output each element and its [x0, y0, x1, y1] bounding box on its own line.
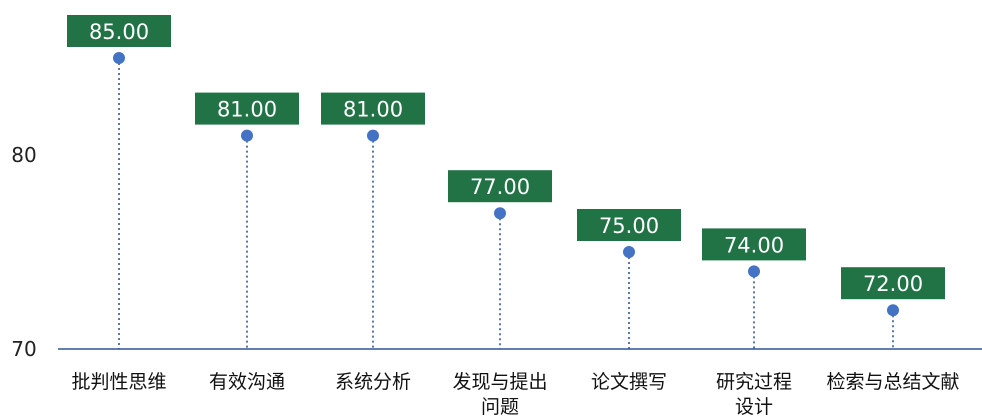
category-label: 批判性思维	[71, 371, 166, 393]
value-label: 74.00	[724, 233, 784, 257]
value-label-box	[67, 15, 171, 47]
lollipop-marker	[113, 52, 125, 64]
value-label: 81.00	[217, 98, 277, 122]
value-label: 72.00	[863, 272, 923, 296]
value-label-box	[841, 267, 945, 300]
lollipop-marker	[241, 129, 253, 142]
category-label-layer: 批判性思维 有效沟通 系统分析 发现与提出问题 论文撰写 研究过程设计 检索与总结文献	[71, 371, 959, 418]
category-label: 系统分析	[335, 371, 411, 393]
value-label-box	[448, 170, 552, 203]
value-label-box	[577, 209, 681, 241]
lollipop-marker	[748, 265, 760, 278]
marker-layer	[113, 52, 899, 317]
value-label: 81.00	[343, 98, 403, 122]
axis-layer: 70 80	[11, 143, 982, 361]
lollipop-marker	[623, 246, 635, 258]
y-tick-label: 80	[11, 143, 36, 167]
value-label: 75.00	[599, 214, 659, 238]
y-tick-label: 70	[11, 337, 36, 361]
category-label: 有效沟通	[209, 371, 285, 393]
lollipop-marker	[494, 207, 506, 220]
category-label: 论文撰写	[591, 371, 667, 393]
value-label-box	[702, 228, 806, 261]
stem-layer	[118, 58, 894, 349]
category-label: 检索与总结文献	[826, 371, 959, 393]
value-label-layer: 85.00 81.00 81.00 77.00 75.00 74.00 72.00	[67, 15, 945, 300]
value-label: 77.00	[470, 175, 530, 199]
category-label: 发现与提出问题	[452, 371, 547, 418]
value-label: 85.00	[89, 20, 149, 44]
lollipop-marker	[887, 304, 899, 317]
category-label: 研究过程设计	[716, 371, 792, 418]
value-label-box	[195, 92, 299, 125]
lollipop-marker	[367, 129, 379, 142]
value-label-box	[321, 92, 425, 125]
